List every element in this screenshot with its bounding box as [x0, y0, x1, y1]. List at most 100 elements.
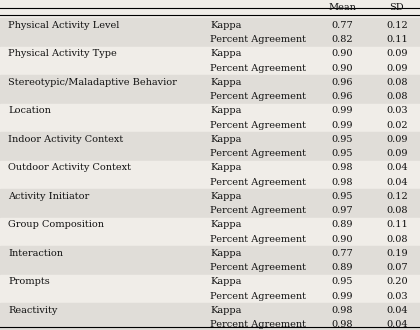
- Text: 0.95: 0.95: [331, 192, 353, 201]
- Bar: [0, 246, 420, 260]
- Bar: [0, 104, 420, 118]
- Bar: [0, 47, 420, 61]
- Text: Activity Initiator: Activity Initiator: [8, 192, 89, 201]
- Text: Kappa: Kappa: [210, 106, 241, 115]
- Text: Kappa: Kappa: [210, 306, 241, 315]
- Bar: [0, 204, 420, 218]
- Bar: [0, 147, 420, 161]
- Bar: [0, 189, 420, 204]
- Text: 0.08: 0.08: [386, 235, 408, 244]
- Text: 0.04: 0.04: [386, 178, 408, 186]
- Text: 0.95: 0.95: [331, 149, 353, 158]
- Text: Physical Activity Type: Physical Activity Type: [8, 49, 117, 58]
- Text: Kappa: Kappa: [210, 220, 241, 229]
- Bar: [0, 303, 420, 317]
- Text: 0.08: 0.08: [386, 92, 408, 101]
- Bar: [0, 61, 420, 75]
- Text: 0.90: 0.90: [331, 49, 353, 58]
- Text: 0.90: 0.90: [331, 64, 353, 73]
- Text: Kappa: Kappa: [210, 163, 241, 172]
- Bar: [0, 260, 420, 275]
- Text: Group Composition: Group Composition: [8, 220, 105, 229]
- Text: Interaction: Interaction: [8, 249, 63, 258]
- Text: 0.77: 0.77: [331, 249, 353, 258]
- Text: Location: Location: [8, 106, 51, 115]
- Text: Prompts: Prompts: [8, 278, 50, 286]
- Text: Percent Agreement: Percent Agreement: [210, 292, 306, 301]
- Text: 0.82: 0.82: [331, 35, 353, 44]
- Text: Kappa: Kappa: [210, 249, 241, 258]
- Text: 0.09: 0.09: [386, 135, 408, 144]
- Text: 0.03: 0.03: [386, 292, 408, 301]
- Text: Percent Agreement: Percent Agreement: [210, 320, 306, 329]
- Text: 0.12: 0.12: [386, 192, 408, 201]
- Text: Kappa: Kappa: [210, 78, 241, 87]
- Text: 0.03: 0.03: [386, 106, 408, 115]
- Text: Mean: Mean: [328, 3, 356, 12]
- Bar: [0, 89, 420, 104]
- Text: 0.19: 0.19: [386, 249, 408, 258]
- Text: 0.11: 0.11: [386, 35, 408, 44]
- Text: 0.99: 0.99: [331, 292, 353, 301]
- Text: 0.96: 0.96: [331, 78, 353, 87]
- Bar: [0, 75, 420, 89]
- Text: 0.08: 0.08: [386, 206, 408, 215]
- Text: 0.89: 0.89: [331, 263, 353, 272]
- Bar: [0, 218, 420, 232]
- Text: 0.99: 0.99: [331, 106, 353, 115]
- Text: 0.09: 0.09: [386, 49, 408, 58]
- Bar: [0, 232, 420, 246]
- Text: 0.12: 0.12: [386, 21, 408, 30]
- Text: 0.98: 0.98: [331, 306, 353, 315]
- Text: Kappa: Kappa: [210, 21, 241, 30]
- Text: Percent Agreement: Percent Agreement: [210, 149, 306, 158]
- Text: 0.95: 0.95: [331, 278, 353, 286]
- Text: 0.09: 0.09: [386, 64, 408, 73]
- Bar: [0, 175, 420, 189]
- Text: Indoor Activity Context: Indoor Activity Context: [8, 135, 123, 144]
- Text: Stereotypic/Maladaptive Behavior: Stereotypic/Maladaptive Behavior: [8, 78, 177, 87]
- Bar: [0, 132, 420, 147]
- Bar: [0, 18, 420, 32]
- Text: Kappa: Kappa: [210, 49, 241, 58]
- Text: Percent Agreement: Percent Agreement: [210, 206, 306, 215]
- Text: 0.99: 0.99: [331, 120, 353, 130]
- Text: 0.11: 0.11: [386, 220, 408, 229]
- Text: Outdoor Activity Context: Outdoor Activity Context: [8, 163, 131, 172]
- Text: 0.77: 0.77: [331, 21, 353, 30]
- Text: 0.98: 0.98: [331, 163, 353, 172]
- Bar: [0, 289, 420, 303]
- Text: 0.04: 0.04: [386, 163, 408, 172]
- Text: 0.04: 0.04: [386, 306, 408, 315]
- Text: 0.20: 0.20: [386, 278, 408, 286]
- Text: SD: SD: [390, 3, 404, 12]
- Text: 0.08: 0.08: [386, 78, 408, 87]
- Text: Reactivity: Reactivity: [8, 306, 58, 315]
- Text: Percent Agreement: Percent Agreement: [210, 92, 306, 101]
- Text: Percent Agreement: Percent Agreement: [210, 178, 306, 186]
- Bar: [0, 118, 420, 132]
- Text: 0.97: 0.97: [331, 206, 353, 215]
- Text: 0.09: 0.09: [386, 149, 408, 158]
- Text: Kappa: Kappa: [210, 135, 241, 144]
- Bar: [0, 275, 420, 289]
- Text: 0.98: 0.98: [331, 178, 353, 186]
- Text: Kappa: Kappa: [210, 192, 241, 201]
- Text: 0.98: 0.98: [331, 320, 353, 329]
- Text: Kappa: Kappa: [210, 278, 241, 286]
- Text: Percent Agreement: Percent Agreement: [210, 64, 306, 73]
- Bar: [0, 0, 420, 15]
- Text: Percent Agreement: Percent Agreement: [210, 35, 306, 44]
- Text: Physical Activity Level: Physical Activity Level: [8, 21, 120, 30]
- Text: Percent Agreement: Percent Agreement: [210, 263, 306, 272]
- Text: 0.95: 0.95: [331, 135, 353, 144]
- Text: 0.89: 0.89: [331, 220, 353, 229]
- Text: 0.04: 0.04: [386, 320, 408, 329]
- Bar: [0, 161, 420, 175]
- Text: 0.90: 0.90: [331, 235, 353, 244]
- Text: Percent Agreement: Percent Agreement: [210, 235, 306, 244]
- Text: Percent Agreement: Percent Agreement: [210, 120, 306, 130]
- Bar: [0, 32, 420, 47]
- Text: 0.96: 0.96: [331, 92, 353, 101]
- Text: 0.07: 0.07: [386, 263, 408, 272]
